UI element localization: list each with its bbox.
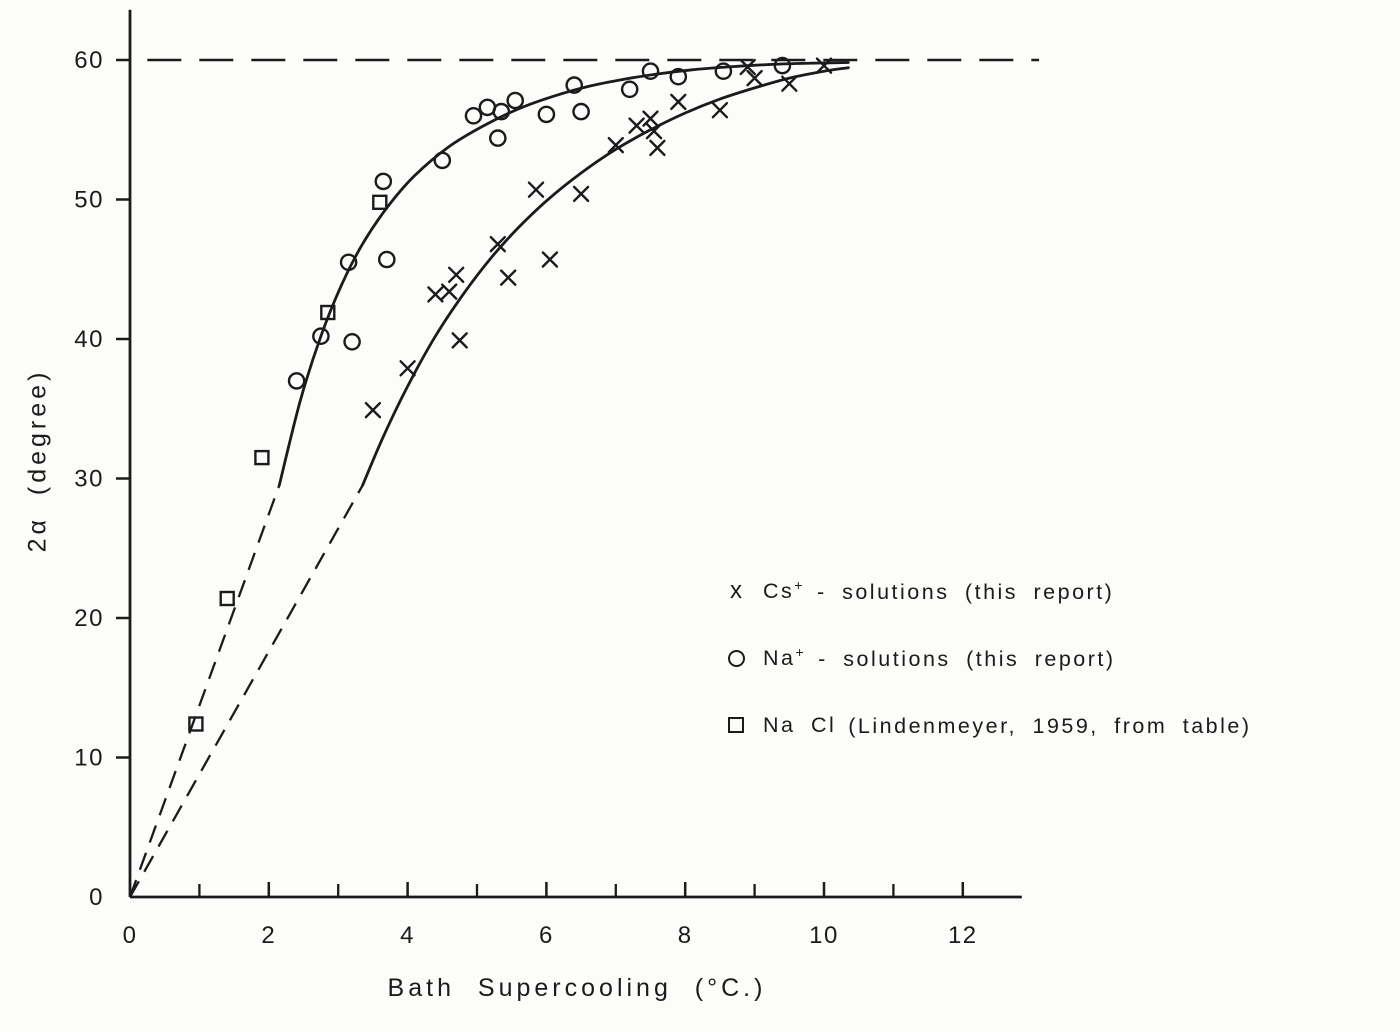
x-tick-label: 12 [948, 922, 978, 949]
square-shape [728, 717, 744, 733]
na-circle-marker [669, 67, 688, 86]
x-axis-label: Bath Supercooling (°C.) [387, 974, 767, 1002]
cs-x-marker [489, 235, 506, 253]
na-circle-marker [312, 327, 330, 346]
na-circle-marker [537, 105, 556, 124]
na-circle-marker [339, 253, 358, 272]
legend-na-base: Na [763, 646, 796, 671]
x-tick-label: 8 [678, 922, 693, 949]
legend-na-superscript: + [795, 644, 807, 661]
legend-label-nacl: Na Cl (Lindenmeyer, 1959, from table) [763, 711, 1252, 738]
cs-x-marker [441, 283, 458, 300]
cs-x-marker [781, 75, 798, 92]
y-tick-label: 40 [74, 326, 104, 353]
na-circle-marker [377, 250, 396, 269]
na-circle-marker [565, 76, 584, 94]
legend-cs-rest: - solutions (this report) [816, 579, 1115, 604]
x-tick-label: 6 [539, 922, 554, 949]
cs-fit-curve [361, 66, 850, 487]
square-marker-icon [724, 717, 748, 733]
circle-shape [727, 649, 745, 667]
legend-na-rest: - solutions (this report) [818, 646, 1116, 671]
legend: x Cs+ - solutions (this report) Na+ - solu… [724, 576, 1252, 777]
cs-x-marker [711, 102, 729, 119]
na-circle-marker [343, 332, 361, 351]
cs-x-marker [642, 110, 659, 127]
legend-cs-superscript: + [794, 577, 805, 594]
cs-x-marker [527, 181, 545, 198]
y-tick-label: 0 [89, 884, 104, 911]
legend-nacl-rest: (Lindenmeyer, 1959, from table) [848, 713, 1252, 738]
na-circle-marker [488, 129, 507, 147]
y-tick-label: 10 [74, 745, 104, 772]
na-circle-marker [374, 172, 393, 191]
cs-x-marker [500, 269, 517, 286]
circle-marker-icon [724, 649, 748, 667]
na-circle-marker [433, 151, 452, 170]
na-circle-marker [572, 102, 590, 121]
legend-label-na: Na+ - solutions (this report) [763, 644, 1116, 671]
nacl-square-marker [254, 449, 270, 466]
x-marker-icon: x [730, 577, 742, 604]
legend-cs-base: Cs [763, 579, 795, 604]
legend-label-cs: Cs+ - solutions (this report) [763, 577, 1114, 604]
cs-x-marker [815, 57, 833, 74]
legend-nacl-base: Na Cl [763, 713, 837, 738]
cs-fit-dashed-segment [128, 484, 364, 898]
na-circle-marker [620, 80, 639, 99]
nacl-square-marker [219, 590, 235, 607]
na-circle-marker [506, 91, 525, 110]
na-circle-marker [641, 62, 660, 80]
na-circle-marker [714, 62, 733, 80]
nacl-square-marker [372, 194, 388, 211]
cs-x-marker [746, 69, 763, 87]
cs-x-marker [645, 122, 663, 140]
cs-x-marker [572, 185, 590, 203]
nacl-square-marker [188, 716, 204, 732]
x-tick-label: 10 [809, 922, 839, 949]
nacl-square-marker [320, 304, 336, 321]
cs-x-marker [607, 136, 624, 154]
cs-x-marker [427, 286, 444, 303]
cs-x-marker [448, 266, 465, 283]
x-tick-label: 0 [123, 922, 138, 949]
y-tick-label: 30 [74, 466, 104, 493]
x-tick-label: 4 [400, 922, 415, 949]
legend-item-cs: x Cs+ - solutions (this report) [724, 576, 1252, 606]
na-circle-marker [287, 372, 306, 390]
cs-x-marker [739, 58, 756, 76]
na-circle-marker [464, 107, 483, 125]
cs-x-marker [451, 332, 468, 349]
cs-x-marker [399, 360, 416, 377]
na-circle-marker [773, 56, 792, 75]
cs-x-marker [364, 401, 382, 419]
na-fit-curve [277, 61, 850, 487]
na-fit-dashed-segment [128, 485, 281, 898]
legend-item-na: Na+ - solutions (this report) [724, 643, 1252, 673]
y-tick-label: 20 [74, 605, 104, 632]
na-circle-marker [492, 102, 511, 121]
cs-x-marker [649, 139, 666, 157]
y-axis-label: 2α (degree) [23, 368, 52, 553]
cs-x-marker [628, 117, 645, 134]
cs-x-marker [670, 93, 687, 111]
cs-x-marker [541, 251, 559, 268]
legend-item-nacl: Na Cl (Lindenmeyer, 1959, from table) [724, 710, 1252, 740]
y-tick-label: 50 [74, 187, 104, 214]
y-tick-label: 60 [74, 47, 104, 74]
x-tick-label: 2 [261, 922, 276, 949]
